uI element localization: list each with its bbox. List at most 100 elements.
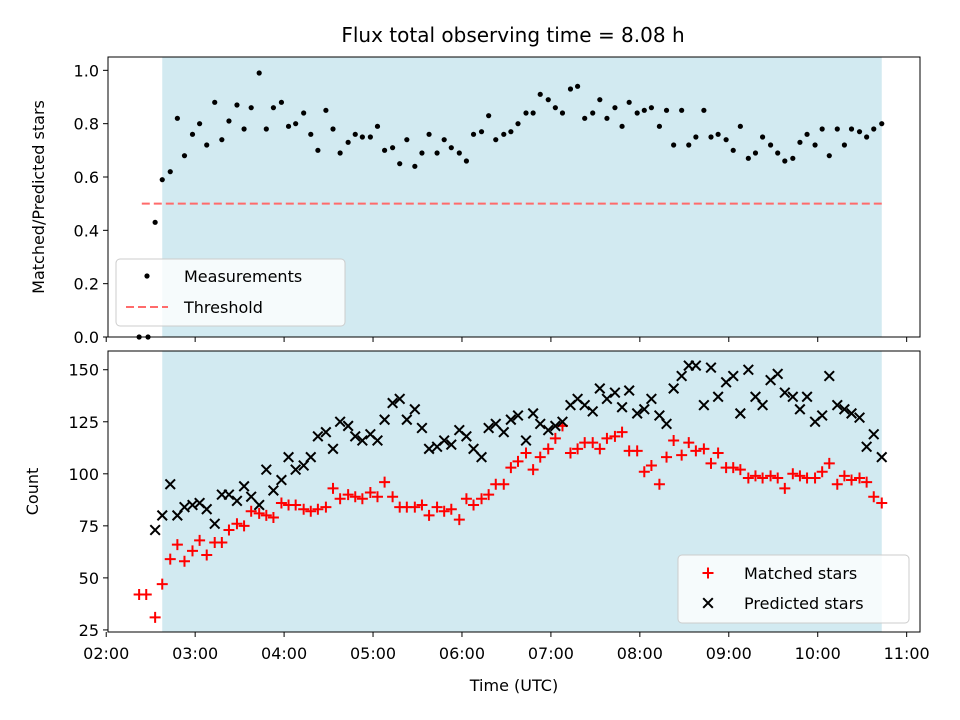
measurement-point xyxy=(790,155,796,161)
predicted-star-point xyxy=(534,418,546,430)
predicted-star-point xyxy=(779,387,791,399)
x-tick-label: 10:00 xyxy=(795,644,841,663)
measurement-point xyxy=(256,70,262,76)
predicted-star-point xyxy=(520,434,532,447)
measurement-point xyxy=(441,137,447,143)
measurement-point xyxy=(612,105,618,111)
measurement-point xyxy=(463,158,470,164)
measurement-point xyxy=(656,123,663,129)
predicted-star-point xyxy=(861,441,873,453)
predicted-star-point xyxy=(394,393,406,405)
predicted-star-point xyxy=(801,391,813,403)
matched-star-point xyxy=(757,472,769,484)
predicted-star-point xyxy=(275,474,287,486)
measurement-point xyxy=(412,163,418,169)
measurement-point xyxy=(234,102,240,108)
legend-label: Predicted stars xyxy=(744,594,864,613)
measurement-point xyxy=(345,139,351,145)
measurement-point xyxy=(582,115,588,121)
predicted-star-point xyxy=(549,420,561,432)
predicted-star-point xyxy=(690,360,702,372)
matched-star-point xyxy=(512,455,524,467)
predicted-star-point xyxy=(542,424,554,436)
plot-frame xyxy=(107,56,921,338)
y-axis-label: Matched/Predicted stars xyxy=(29,100,48,294)
y-tick-label: 0.4 xyxy=(74,221,99,240)
matched-star-point xyxy=(876,497,888,509)
matched-star-point xyxy=(505,462,517,474)
predicted-star-point xyxy=(616,401,628,413)
predicted-star-point xyxy=(460,430,472,442)
measurement-point xyxy=(285,123,292,129)
measurement-point xyxy=(737,123,743,129)
matched-star-point xyxy=(549,432,561,444)
legend-label: Threshold xyxy=(183,298,263,317)
measurement-point xyxy=(848,126,855,132)
predicted-star-point xyxy=(260,464,272,476)
measurement-point xyxy=(804,131,810,137)
predicted-star-point xyxy=(876,451,888,463)
matched-star-point xyxy=(178,555,190,567)
matched-star-point xyxy=(594,443,606,455)
matched-star-point xyxy=(334,493,346,505)
predicted-star-point xyxy=(334,416,346,428)
measurement-point xyxy=(515,121,521,127)
measurement-point xyxy=(374,123,381,129)
measurement-point xyxy=(390,145,396,151)
matched-star-point xyxy=(349,491,361,503)
matched-star-point xyxy=(423,509,435,521)
matched-star-point xyxy=(712,447,724,459)
matched-star-point xyxy=(609,430,621,442)
legend-marker-measurements xyxy=(144,273,150,279)
measurement-point xyxy=(248,105,254,111)
predicted-star-point xyxy=(267,484,279,496)
predicted-star-point xyxy=(164,478,176,490)
measurement-point xyxy=(189,131,196,137)
matched-star-point xyxy=(194,534,206,546)
measurement-point xyxy=(648,105,655,111)
predicted-star-point xyxy=(490,418,502,430)
measurement-point xyxy=(308,131,314,137)
matched-star-point xyxy=(468,499,480,511)
matched-star-point xyxy=(601,432,613,444)
measurement-point xyxy=(508,129,514,135)
predicted-star-point xyxy=(231,495,243,507)
matched-star-point xyxy=(342,489,354,501)
matched-star-point xyxy=(587,437,599,449)
predicted-star-point xyxy=(846,407,858,419)
measurement-point xyxy=(856,129,863,135)
measurement-point xyxy=(597,97,603,103)
measurement-point xyxy=(559,110,566,116)
matched-star-point xyxy=(201,549,213,561)
predicted-star-point xyxy=(283,451,295,463)
matched-star-point xyxy=(231,518,243,530)
matched-star-point xyxy=(140,589,152,601)
predicted-star-point xyxy=(409,403,421,415)
measurement-point xyxy=(167,169,173,175)
matched-star-point xyxy=(727,462,739,474)
measurement-point xyxy=(470,131,477,137)
measurement-point xyxy=(604,115,610,121)
predicted-star-point xyxy=(312,430,324,442)
matched-star-point xyxy=(564,447,576,459)
measurement-point xyxy=(270,105,277,111)
predicted-star-point xyxy=(305,451,317,463)
predicted-star-point xyxy=(505,414,517,426)
matched-star-point xyxy=(453,514,465,526)
matched-star-point xyxy=(267,512,279,524)
x-tick-label: 02:00 xyxy=(83,644,129,663)
x-tick-label: 06:00 xyxy=(439,644,485,663)
matched-star-point xyxy=(223,524,235,536)
matched-star-point xyxy=(238,520,250,532)
matched-star-point xyxy=(683,437,695,449)
matched-star-point xyxy=(320,501,332,513)
measurement-point xyxy=(359,134,365,140)
y-tick-label: 125 xyxy=(68,413,99,432)
measurement-point xyxy=(404,137,410,143)
measurement-point xyxy=(634,110,640,116)
measurement-point xyxy=(486,113,492,119)
measurement-point xyxy=(174,115,180,121)
matched-star-point xyxy=(164,553,176,565)
measurement-point xyxy=(686,142,692,148)
x-tick-label: 04:00 xyxy=(261,644,307,663)
